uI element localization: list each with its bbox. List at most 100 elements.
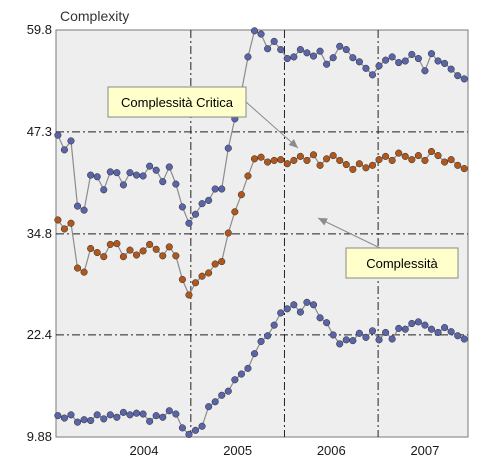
data-point — [323, 60, 331, 68]
data-point — [270, 37, 278, 45]
data-point — [454, 161, 462, 169]
data-point — [427, 325, 436, 333]
data-point — [165, 407, 173, 415]
data-point — [283, 54, 291, 63]
data-point — [349, 54, 357, 62]
data-point — [54, 131, 62, 139]
data-point — [447, 328, 455, 336]
data-point — [250, 155, 259, 163]
data-point — [368, 71, 377, 79]
data-point — [362, 64, 370, 72]
data-point — [441, 158, 449, 166]
data-point — [80, 206, 88, 214]
data-point — [349, 337, 357, 345]
data-point — [270, 321, 278, 329]
data-point — [139, 247, 147, 255]
data-point — [375, 62, 383, 70]
data-point — [152, 412, 160, 420]
data-point — [362, 333, 370, 341]
data-point — [165, 163, 173, 171]
data-point — [401, 57, 409, 65]
data-point — [395, 59, 403, 67]
y-tick-label: 59.8 — [27, 22, 52, 37]
data-point — [250, 27, 259, 35]
data-point — [139, 410, 147, 418]
data-point — [87, 244, 95, 253]
data-point — [375, 336, 383, 344]
data-point — [290, 156, 298, 164]
data-point — [421, 321, 429, 329]
data-point — [119, 253, 127, 261]
data-point — [178, 203, 186, 211]
gridlines — [56, 30, 468, 437]
data-point — [178, 424, 186, 432]
data-point — [198, 422, 206, 430]
data-point — [414, 54, 422, 63]
data-point — [303, 298, 311, 306]
data-point — [441, 324, 449, 332]
data-point — [454, 72, 462, 80]
data-point — [434, 152, 442, 160]
y-axis-title: Complexity — [60, 8, 129, 24]
data-point — [73, 264, 82, 272]
data-point — [336, 156, 344, 164]
data-point — [67, 219, 75, 227]
data-point — [60, 146, 68, 154]
data-point — [100, 253, 108, 261]
data-point — [290, 301, 298, 309]
data-point — [126, 411, 134, 419]
data-point — [362, 164, 370, 172]
data-point — [355, 58, 363, 66]
data-point — [329, 54, 337, 62]
data-point — [388, 335, 396, 343]
data-point — [270, 156, 278, 164]
data-point — [113, 240, 121, 248]
data-point — [355, 160, 363, 168]
data-point — [368, 327, 377, 335]
callout-label: Complessità — [366, 256, 438, 271]
data-point — [395, 324, 403, 332]
data-point — [316, 161, 324, 169]
callout-arrowhead — [318, 218, 328, 226]
data-point — [178, 275, 186, 284]
data-point — [106, 168, 114, 176]
data-point — [434, 57, 442, 65]
series-layer — [54, 27, 468, 438]
data-point — [342, 160, 350, 169]
data-point — [342, 336, 350, 344]
data-point — [257, 153, 265, 161]
data-point — [336, 340, 344, 348]
data-point — [185, 219, 193, 227]
y-tick-label: 22.4 — [27, 327, 52, 342]
data-point — [132, 251, 141, 259]
data-point — [323, 319, 331, 327]
data-point — [54, 216, 62, 224]
data-point — [60, 225, 68, 233]
data-point — [198, 200, 206, 208]
series-0 — [54, 27, 468, 227]
data-point — [237, 370, 245, 378]
data-point — [460, 165, 468, 173]
callout-box — [345, 247, 459, 279]
data-point — [382, 152, 390, 160]
data-point — [296, 46, 304, 54]
data-point — [414, 318, 422, 326]
data-point — [185, 430, 193, 438]
data-point — [408, 156, 416, 164]
data-point — [460, 75, 468, 83]
data-point — [172, 410, 180, 418]
data-point — [283, 305, 291, 313]
data-point — [388, 156, 396, 164]
data-point — [198, 272, 206, 280]
callout: Complessità Critica — [107, 86, 299, 149]
data-point — [257, 30, 265, 38]
callout-box — [107, 86, 247, 118]
data-point — [421, 67, 429, 75]
data-point — [277, 156, 285, 164]
data-point — [454, 332, 462, 340]
data-point — [146, 417, 154, 425]
data-point — [231, 376, 239, 384]
data-point — [355, 329, 363, 337]
data-point — [244, 53, 252, 61]
